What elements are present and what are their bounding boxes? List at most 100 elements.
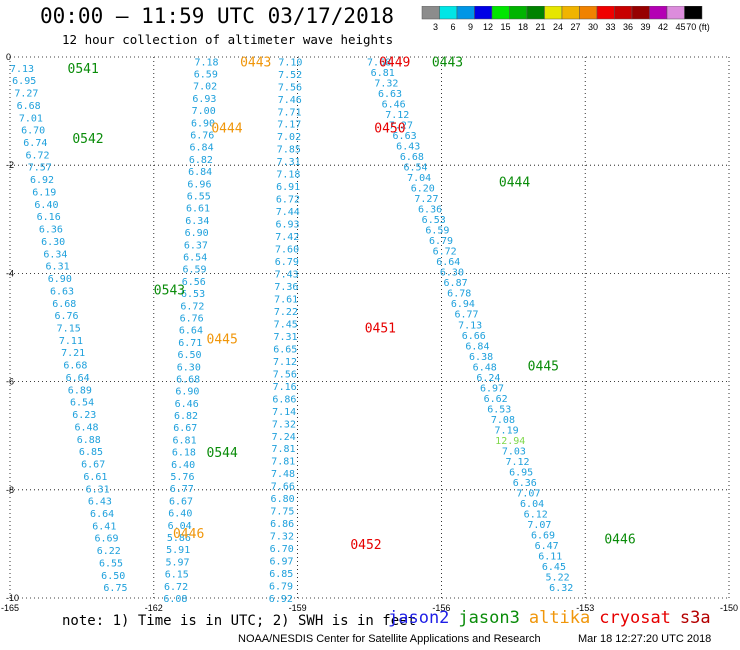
y-tick-label: 0 bbox=[6, 52, 11, 62]
wave-height-value: 7.32 bbox=[272, 419, 296, 430]
wave-height-value: 7.04 bbox=[407, 173, 431, 184]
wave-height-value: 6.04 bbox=[168, 521, 192, 532]
wave-height-value: 6.96 bbox=[187, 179, 211, 190]
wave-height-value: 6.36 bbox=[39, 225, 63, 236]
wave-height-value: 6.64 bbox=[66, 373, 90, 384]
wave-height-value: 7.16 bbox=[273, 382, 297, 393]
wave-height-value: 7.12 bbox=[505, 457, 529, 468]
wave-height-value: 12.94 bbox=[495, 436, 525, 447]
wave-height-value: 6.55 bbox=[187, 191, 211, 202]
wave-height-value: 7.81 bbox=[271, 444, 295, 455]
wave-height-value: 6.23 bbox=[72, 410, 96, 421]
colorbar-label: 21 bbox=[535, 22, 545, 32]
wave-height-value: 7.03 bbox=[502, 446, 526, 457]
wave-height-value: 6.68 bbox=[63, 361, 87, 372]
wave-height-value: 5.91 bbox=[166, 545, 190, 556]
wave-height-value: 6.75 bbox=[103, 583, 127, 594]
wave-height-value: 6.81 bbox=[173, 435, 197, 446]
wave-height-value: 6.53 bbox=[422, 215, 446, 226]
colorbar-swatch bbox=[684, 6, 703, 20]
y-tick-label: -4 bbox=[6, 268, 14, 278]
wave-height-value: 6.12 bbox=[524, 510, 548, 521]
wave-height-value: 7.27 bbox=[389, 120, 413, 131]
colorbar: 3 6 9 12 15 18 21 24 27 30 33 36 39 42 45 70 (ft) bbox=[421, 6, 710, 32]
colorbar-label: 3 bbox=[433, 22, 438, 32]
wave-height-value: 6.64 bbox=[90, 509, 114, 520]
wave-height-value: 6.43 bbox=[396, 141, 420, 152]
wave-height-value: 6.19 bbox=[32, 187, 56, 198]
colorbar-label: 42 bbox=[658, 22, 668, 32]
x-tick-label: -159 bbox=[289, 603, 307, 613]
wave-height-value: 6.30 bbox=[440, 268, 464, 279]
wave-height-value: 6.68 bbox=[52, 299, 76, 310]
x-tick-label: -156 bbox=[432, 603, 450, 613]
wave-height-value: 7.56 bbox=[273, 369, 297, 380]
wave-height-value: 6.72 bbox=[26, 150, 50, 161]
legend-jason3: jason3 bbox=[458, 608, 520, 628]
wave-height-value: 6.32 bbox=[549, 583, 573, 594]
wave-height-value: 7.52 bbox=[278, 70, 302, 81]
wave-height-value: 7.81 bbox=[271, 457, 295, 468]
wave-height-value: 7.27 bbox=[14, 89, 38, 100]
wave-height-value: 6.18 bbox=[172, 448, 196, 459]
pass-label: 0445 bbox=[528, 359, 559, 374]
wave-height-value: 6.77 bbox=[170, 484, 194, 495]
wave-height-value: 6.72 bbox=[164, 582, 188, 593]
page-subtitle: 12 hour collection of altimeter wave hei… bbox=[62, 32, 394, 47]
page-title: 00:00 – 11:59 UTC 03/17/2018 bbox=[40, 4, 395, 28]
wave-height-value: 6.95 bbox=[509, 467, 533, 478]
wave-height-value: 6.59 bbox=[194, 70, 218, 81]
wave-height-value: 7.56 bbox=[278, 82, 302, 93]
wave-height-value: 6.77 bbox=[454, 310, 478, 321]
wave-height-value: 6.30 bbox=[177, 362, 201, 373]
wave-height-value: 6.16 bbox=[37, 212, 61, 223]
pass-label: 0443 bbox=[240, 55, 271, 70]
wave-height-value: 6.93 bbox=[192, 94, 216, 105]
wave-height-value: 7.00 bbox=[192, 106, 216, 117]
wave-height-value: 7.02 bbox=[193, 82, 217, 93]
wave-height-value: 7.61 bbox=[274, 294, 298, 305]
wave-height-value: 6.63 bbox=[378, 89, 402, 100]
wave-height-value: 6.41 bbox=[92, 521, 116, 532]
pass-label: 0446 bbox=[173, 527, 204, 542]
pass-label: 0542 bbox=[72, 132, 103, 147]
colorbar-label: 24 bbox=[553, 22, 563, 32]
wave-height-value: 7.07 bbox=[516, 489, 540, 500]
wave-height-value: 6.22 bbox=[97, 546, 121, 557]
wave-height-value: 7.42 bbox=[275, 232, 299, 243]
wave-height-value: 6.79 bbox=[269, 582, 293, 593]
legend-s3a: s3a bbox=[679, 608, 711, 628]
wave-height-value: 6.46 bbox=[175, 399, 199, 410]
wave-height-value: 6.61 bbox=[186, 204, 210, 215]
wave-height-value: 6.76 bbox=[180, 313, 204, 324]
wave-height-value: 7.48 bbox=[271, 469, 295, 480]
wave-height-value: 6.92 bbox=[30, 175, 54, 186]
pass-label: 0449 bbox=[379, 55, 410, 70]
wave-height-value: 6.87 bbox=[444, 278, 468, 289]
wave-height-value: 6.95 bbox=[12, 76, 36, 87]
wave-height-value: 6.74 bbox=[23, 138, 47, 149]
wave-height-value: 6.78 bbox=[447, 289, 471, 300]
wave-height-value: 6.91 bbox=[276, 182, 300, 193]
wave-height-value: 7.31 bbox=[273, 332, 297, 343]
wave-height-value: 6.88 bbox=[77, 435, 101, 446]
wave-height-value: 7.60 bbox=[275, 245, 299, 256]
wave-height-value: 7.17 bbox=[277, 120, 301, 131]
wave-height-value: 6.63 bbox=[393, 131, 417, 142]
x-tick-label: -165 bbox=[1, 603, 19, 613]
wave-height-value: 6.65 bbox=[273, 344, 297, 355]
wave-height-value: 6.34 bbox=[185, 216, 209, 227]
colorbar-label: 9 bbox=[468, 22, 473, 32]
wave-height-value: 6.15 bbox=[165, 570, 189, 581]
wave-height-value: 6.54 bbox=[70, 398, 94, 409]
wave-height-value: 7.11 bbox=[59, 336, 83, 347]
wave-height-value: 6.94 bbox=[451, 299, 475, 310]
wave-height-value: 5.86 bbox=[167, 533, 191, 544]
wave-height-value: 6.84 bbox=[188, 167, 212, 178]
wave-height-value: 7.19 bbox=[495, 425, 519, 436]
wave-height-value: 6.48 bbox=[74, 422, 98, 433]
legend-jason2: jason2 bbox=[388, 608, 450, 628]
wave-height-value: 6.36 bbox=[513, 478, 537, 489]
pass-label: 0452 bbox=[350, 538, 381, 553]
wave-height-value: 6.72 bbox=[276, 195, 300, 206]
